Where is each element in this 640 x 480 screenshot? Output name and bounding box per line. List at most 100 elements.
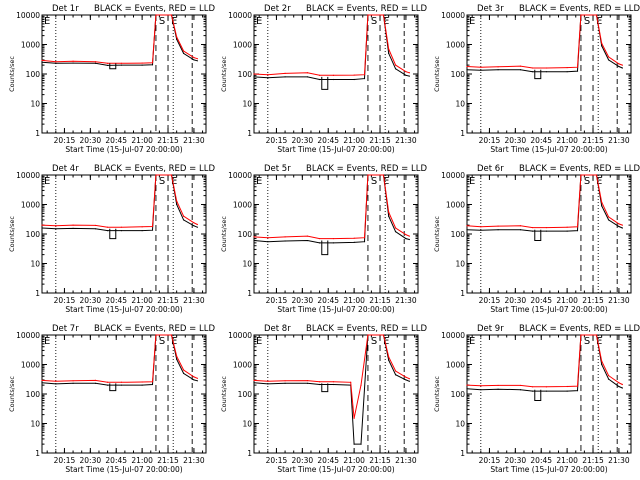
data-point-events	[94, 382, 97, 384]
data-point-lld	[182, 369, 185, 371]
series-line-lld	[466, 174, 623, 229]
data-point-events	[332, 383, 335, 386]
data-point-events	[566, 390, 568, 392]
saa-start-marker: S	[159, 336, 165, 347]
y-axis-label: Counts/sec	[8, 216, 16, 252]
y-axis-label: Counts/sec	[433, 376, 441, 412]
data-point-lld	[94, 224, 97, 227]
y-tick-label: 1	[35, 129, 40, 138]
data-point-events	[306, 239, 309, 242]
data-point-lld	[155, 334, 157, 336]
panel-title: Det 7r	[52, 324, 79, 334]
data-point-lld	[319, 381, 321, 383]
series-line-events	[253, 174, 410, 244]
data-point-lld	[360, 384, 362, 386]
data-point-lld	[580, 14, 582, 16]
data-point-lld	[41, 224, 43, 226]
series-line-events	[466, 14, 623, 73]
data-point-events	[607, 378, 610, 380]
data-point-events	[41, 382, 43, 384]
data-point-lld	[332, 74, 335, 76]
data-point-events	[141, 384, 143, 386]
panel-title: Det 3r	[477, 4, 504, 14]
panel-title: Det 4r	[52, 164, 79, 174]
data-point-lld	[55, 380, 57, 382]
data-point-lld	[480, 385, 482, 387]
data-point-events	[601, 45, 603, 47]
y-axis-label: Counts/sec	[220, 376, 228, 412]
data-point-lld	[595, 14, 598, 16]
y-axis-label: Counts/sec	[433, 56, 441, 92]
data-point-lld	[151, 62, 154, 64]
x-axis-label: Start Time (15-Jul-07 20:00:00)	[490, 305, 607, 314]
y-tick-label: 10000	[228, 171, 252, 180]
data-point-lld	[618, 223, 620, 225]
data-point-events	[363, 77, 366, 80]
data-point-events	[621, 227, 623, 229]
x-tick-label: 20:15	[266, 296, 288, 305]
x-tick-label: 20:45	[317, 296, 339, 305]
x-tick-label: 20:30	[292, 456, 314, 465]
plot-frame	[41, 334, 207, 454]
y-tick-label: 1000	[233, 201, 252, 210]
data-point-lld	[566, 385, 568, 388]
x-tick-label: 21:30	[183, 456, 205, 465]
data-point-lld	[193, 56, 195, 59]
y-tick-label: 1	[247, 129, 252, 138]
data-point-lld	[94, 379, 97, 381]
data-point-events	[94, 62, 97, 64]
x-axis-label: Start Time (15-Jul-07 20:00:00)	[65, 465, 182, 474]
data-point-lld	[621, 383, 623, 386]
series-line-events	[253, 334, 410, 445]
plot-frame	[253, 174, 419, 294]
data-point-events	[360, 443, 362, 445]
data-point-events	[566, 71, 568, 73]
data-point-events	[151, 229, 154, 231]
data-point-events	[41, 61, 43, 63]
data-point-lld	[595, 174, 598, 176]
data-point-lld	[176, 200, 178, 202]
data-point-lld	[618, 382, 620, 384]
data-point-lld	[408, 378, 410, 380]
plot-frame	[466, 334, 632, 454]
y-tick-label: 10	[30, 100, 40, 109]
x-tick-label: 20:15	[479, 296, 501, 305]
y-tick-label: 10000	[16, 331, 40, 340]
data-point-events	[193, 59, 195, 61]
data-point-events	[388, 359, 390, 361]
panel-title: Det 9r	[477, 324, 504, 334]
plot-frame	[466, 174, 632, 294]
data-point-events	[480, 229, 482, 231]
data-point-lld	[182, 215, 185, 217]
data-point-events	[497, 69, 499, 71]
x-tick-label: 21:00	[556, 456, 578, 465]
panel-title-legend: BLACK = Events, RED = LLD	[306, 324, 427, 334]
data-point-lld	[405, 376, 407, 378]
x-tick-label: 21:00	[131, 136, 153, 145]
data-point-lld	[532, 67, 534, 69]
panel-det-7: Det 7r BLACK = Events, RED = LLD 1 10 100 100…	[8, 324, 215, 474]
data-point-events	[253, 76, 255, 78]
data-point-events	[519, 69, 522, 71]
data-point-events	[545, 230, 548, 232]
data-point-events	[284, 382, 286, 384]
data-point-events	[519, 229, 522, 231]
data-point-events	[151, 383, 154, 386]
data-point-events	[182, 219, 185, 221]
y-tick-label: 1	[460, 289, 465, 298]
data-point-lld	[253, 379, 255, 381]
x-tick-label: 20:30	[80, 136, 102, 145]
data-point-events	[618, 65, 620, 68]
data-point-lld	[170, 14, 173, 16]
events-dip	[109, 228, 117, 240]
data-point-events	[576, 230, 579, 232]
data-point-lld	[306, 235, 309, 237]
x-tick-label: 20:30	[292, 296, 314, 305]
y-tick-label: 10	[455, 100, 465, 109]
events-dip	[534, 389, 542, 402]
x-tick-label: 20:30	[80, 296, 102, 305]
saa-end-marker: E	[171, 336, 177, 347]
data-point-events	[497, 388, 499, 390]
data-point-events	[408, 75, 410, 77]
data-point-lld	[284, 236, 286, 238]
